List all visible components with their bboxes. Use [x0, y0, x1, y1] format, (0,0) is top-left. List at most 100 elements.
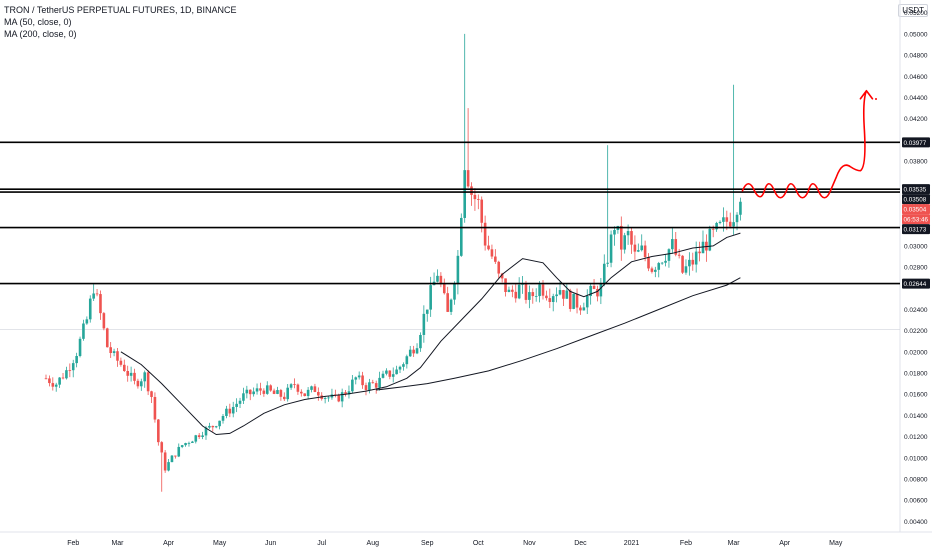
- x-tick-label: Feb: [67, 540, 79, 547]
- y-tick-label: 0.00600: [904, 498, 928, 505]
- candle-body: [105, 328, 109, 348]
- candle-body: [589, 285, 592, 297]
- candle-body: [82, 323, 85, 339]
- ma200-legend: MA (200, close, 0): [4, 29, 77, 39]
- candle-body: [116, 351, 119, 361]
- candle-body: [650, 268, 654, 272]
- candle-body: [119, 360, 123, 365]
- candle-body: [58, 377, 61, 385]
- candle-body: [664, 260, 667, 263]
- price-label: 0.03977: [904, 140, 927, 147]
- candle-body: [691, 259, 695, 265]
- price-label-box: [902, 204, 930, 215]
- candle-body: [327, 397, 330, 399]
- candle-body: [592, 285, 596, 289]
- candle-body: [524, 283, 528, 300]
- candle-body: [718, 221, 722, 223]
- candle-body: [259, 388, 262, 391]
- candle-body: [85, 319, 89, 324]
- candle-body: [252, 391, 255, 395]
- candle-body: [391, 374, 395, 377]
- candle-body: [323, 397, 327, 399]
- candle-body: [534, 296, 538, 297]
- candle-body: [572, 293, 575, 309]
- candle-body: [184, 443, 187, 446]
- candle-body: [296, 384, 300, 392]
- candle-body: [728, 221, 732, 227]
- y-tick-label: 0.01400: [904, 413, 928, 420]
- candle-body: [61, 377, 65, 379]
- candle-body: [412, 349, 415, 354]
- candle-body: [306, 389, 310, 397]
- candle-body: [248, 389, 252, 395]
- y-tick-label: 0.00400: [904, 519, 928, 526]
- price-label: 0.03173: [904, 227, 927, 234]
- candle-body: [88, 298, 92, 320]
- currency-button[interactable]: USDT: [898, 4, 928, 17]
- candle-body: [191, 441, 194, 443]
- candle-body: [483, 222, 487, 246]
- candle-body: [463, 170, 467, 218]
- x-tick-label: Dec: [574, 540, 587, 547]
- y-tick-label: 0.01600: [904, 392, 928, 399]
- candle-body: [555, 294, 558, 297]
- candle-body: [48, 378, 51, 384]
- y-tick-label: 0.01000: [904, 455, 928, 462]
- candle-body: [276, 390, 279, 394]
- y-tick-label: 0.05000: [904, 31, 928, 38]
- candle-body: [143, 372, 147, 382]
- candle-body: [163, 452, 167, 471]
- candle-body: [204, 427, 208, 436]
- y-tick-label: 0.01200: [904, 434, 928, 441]
- candle-body: [494, 256, 497, 262]
- candle-body: [442, 284, 446, 294]
- candle-body: [231, 406, 235, 414]
- candle-body: [694, 251, 698, 265]
- candle-body: [541, 284, 545, 296]
- candle-body: [633, 244, 637, 252]
- y-tick-label: 0.04200: [904, 116, 928, 123]
- candle-body: [500, 273, 504, 279]
- candle-body: [344, 392, 347, 395]
- candle-body: [466, 170, 470, 187]
- candle-body: [473, 194, 477, 200]
- candle-body: [133, 372, 136, 381]
- candle-body: [626, 231, 630, 236]
- candle-body: [551, 296, 555, 303]
- candle-body: [146, 372, 150, 392]
- candle-body: [351, 379, 354, 392]
- candle-body: [347, 391, 351, 395]
- x-tick-label: 2021: [624, 540, 640, 547]
- candle-body: [317, 391, 320, 396]
- candle-body: [218, 420, 221, 427]
- candle-body: [238, 400, 242, 404]
- candle-body: [201, 435, 204, 437]
- candle-body: [54, 384, 58, 387]
- ma200-line: [376, 277, 741, 391]
- candle-body: [279, 390, 283, 397]
- candle-body: [654, 269, 657, 272]
- price-label: 0.02644: [904, 281, 927, 288]
- candle-body: [398, 366, 402, 370]
- candle-body: [701, 241, 705, 254]
- candle-body: [531, 292, 535, 297]
- ma50-legend: MA (50, close, 0): [4, 17, 72, 27]
- candle-body: [582, 307, 586, 311]
- candle-body: [640, 245, 644, 251]
- y-tick-label: 0.00800: [904, 477, 928, 484]
- candle-body: [439, 275, 443, 285]
- candle-body: [228, 408, 232, 414]
- price-label-box: [902, 184, 930, 195]
- x-tick-label: Jun: [265, 540, 276, 547]
- candle-body: [300, 391, 303, 394]
- y-tick-label: 0.04800: [904, 53, 928, 60]
- candle-body: [272, 390, 276, 394]
- candle-body: [282, 396, 286, 400]
- candle-body: [558, 290, 562, 295]
- x-tick-label: Apr: [779, 540, 791, 547]
- candle-body: [245, 389, 249, 394]
- candle-body: [429, 285, 432, 310]
- y-tick-label: 0.02400: [904, 307, 928, 314]
- candle-body: [364, 385, 368, 390]
